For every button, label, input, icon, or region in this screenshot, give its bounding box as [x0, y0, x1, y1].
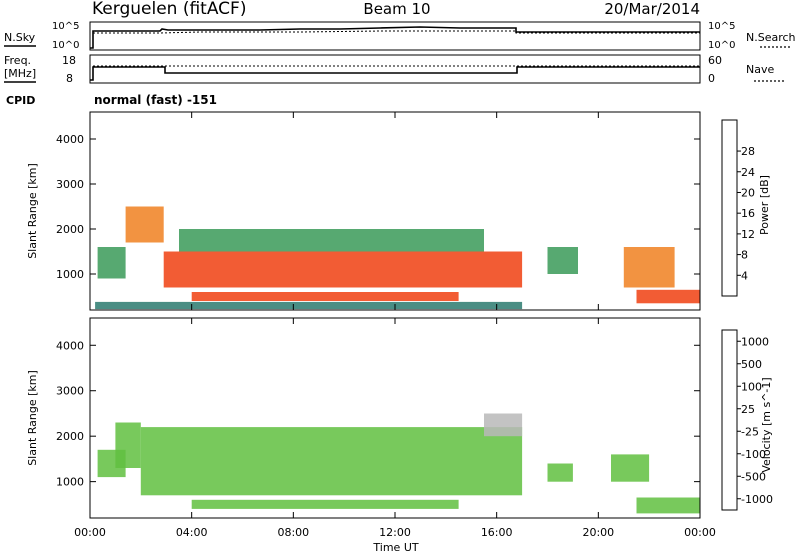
power-echo-region-7: [623, 247, 675, 288]
noise-search-line: [93, 30, 700, 34]
velocity-echo-region-1: [115, 422, 141, 468]
velocity-ytick-label: 3000: [56, 385, 84, 398]
freq-left-tick-top: 18: [62, 54, 76, 67]
velocity-ytick-label: 2000: [56, 430, 84, 443]
x-tick-label: 08:00: [277, 526, 309, 539]
power-echo-region-6: [547, 247, 578, 274]
cpid-label: CPID: [6, 94, 35, 107]
power-ylabel: Slant Range [km]: [26, 163, 39, 259]
freq-left-label-1: Freq.: [4, 54, 31, 67]
power-ytick-label: 2000: [56, 223, 84, 236]
x-tick-label: 00:00: [74, 526, 106, 539]
x-axis: 00:00 04:00 08:00 12:00 16:00 20:00 00:00: [74, 112, 716, 539]
power-echo-region-2: [163, 251, 523, 288]
power-ytick-label: 3000: [56, 178, 84, 191]
noise-sky-line: [90, 26, 700, 49]
power-colorbar-tick-label: 12: [741, 228, 755, 241]
power-echo-region-5: [95, 301, 523, 310]
noise-right-tick-bottom: 10^0: [708, 40, 735, 51]
velocity-ytick-label: 4000: [56, 339, 84, 352]
x-tick-label: 04:00: [176, 526, 208, 539]
freq-panel: Freq. [MHz] 18 8 60 0 Nave: [4, 54, 784, 85]
noise-left-tick-bottom: 10^0: [52, 40, 79, 51]
power-colorbar-tick-label: 20: [741, 186, 755, 199]
freq-right-tick-bottom: 0: [708, 72, 715, 85]
velocity-ylabel: Slant Range [km]: [26, 370, 39, 466]
velocity-echo-region-2: [140, 427, 523, 496]
power-colorbar-tick-label: 16: [741, 207, 755, 220]
velocity-colorbar-tick-label: -25: [741, 425, 759, 438]
power-ytick-label: 4000: [56, 133, 84, 146]
noise-left-tick-top: 10^5: [52, 21, 79, 32]
noise-left-label: N.Sky: [4, 31, 36, 44]
velocity-cells: [97, 413, 700, 514]
freq-line: [90, 66, 700, 81]
power-ytick-label: 1000: [56, 268, 84, 281]
velocity-colorbar-tick-label: -1000: [741, 493, 773, 506]
power-cells: [95, 206, 700, 310]
power-colorbar-tick-label: 8: [741, 249, 748, 262]
power-echo-region-8: [636, 289, 700, 304]
power-colorbar-frame: [721, 119, 738, 297]
power-colorbar-tick-label: 4: [741, 269, 748, 282]
velocity-panel: 1000 2000 3000 4000 Slant Range [km] 1000 50…: [26, 317, 773, 519]
cpid-value: normal (fast) -151: [94, 93, 217, 107]
velocity-colorbar-tick-label: 1000: [741, 335, 769, 348]
noise-right-tick-top: 10^5: [708, 21, 735, 32]
noise-panel: N.Sky 10^5 10^0 10^5 10^0 N.Search: [4, 21, 796, 51]
velocity-colorbar-frame: [721, 329, 738, 511]
velocity-echo-region-7: [636, 497, 700, 514]
velocity-colorbar-tick-label: -500: [741, 470, 766, 483]
station-title: Kerguelen (fitACF): [92, 0, 246, 19]
power-colorbar-tick-label: 24: [741, 166, 755, 179]
power-echo-region-3: [179, 229, 484, 252]
velocity-echo-region-3: [191, 499, 459, 509]
x-tick-label: 20:00: [582, 526, 614, 539]
power-colorbar-tick-label: 28: [741, 145, 755, 158]
x-tick-label: 00:00: [684, 526, 716, 539]
velocity-colorbar-tick-label: 25: [741, 403, 755, 416]
velocity-colorbar-tick-label: 500: [741, 358, 762, 371]
freq-right-label: Nave: [746, 63, 774, 76]
power-colorbar-label: Power [dB]: [758, 175, 771, 235]
velocity-echo-region-4: [484, 413, 523, 437]
velocity-colorbar-label: Velocity [m s^-1]: [760, 377, 773, 472]
velocity-echo-region-6: [611, 454, 650, 482]
power-panel: 1000 2000 3000 4000 Slant Range [km] 4 8 12 16…: [26, 111, 771, 311]
beam-title: Beam 10: [363, 0, 430, 18]
noise-right-label: N.Search: [746, 31, 796, 44]
velocity-colorbar-tick-label: -100: [741, 448, 766, 461]
velocity-colorbar-tick-label: 100: [741, 380, 762, 393]
velocity-colorbar: 1000 500 100 25 -25 -100 -500 -1000: [721, 329, 773, 511]
freq-right-tick-top: 60: [708, 54, 722, 67]
x-axis-label: Time UT: [372, 541, 418, 554]
date-title: 20/Mar/2014: [604, 0, 700, 18]
x-tick-label: 16:00: [481, 526, 513, 539]
power-echo-region-0: [97, 247, 126, 279]
velocity-echo-region-5: [547, 463, 573, 482]
power-echo-region-1: [125, 206, 164, 243]
freq-left-tick-bottom: 8: [66, 72, 73, 85]
power-echo-region-4: [191, 292, 459, 301]
freq-left-label-2: [MHz]: [4, 67, 36, 80]
velocity-ytick-label: 1000: [56, 476, 84, 489]
power-colorbar: 4 8 12 16 20 24 28: [721, 119, 755, 297]
x-tick-label: 12:00: [379, 526, 411, 539]
